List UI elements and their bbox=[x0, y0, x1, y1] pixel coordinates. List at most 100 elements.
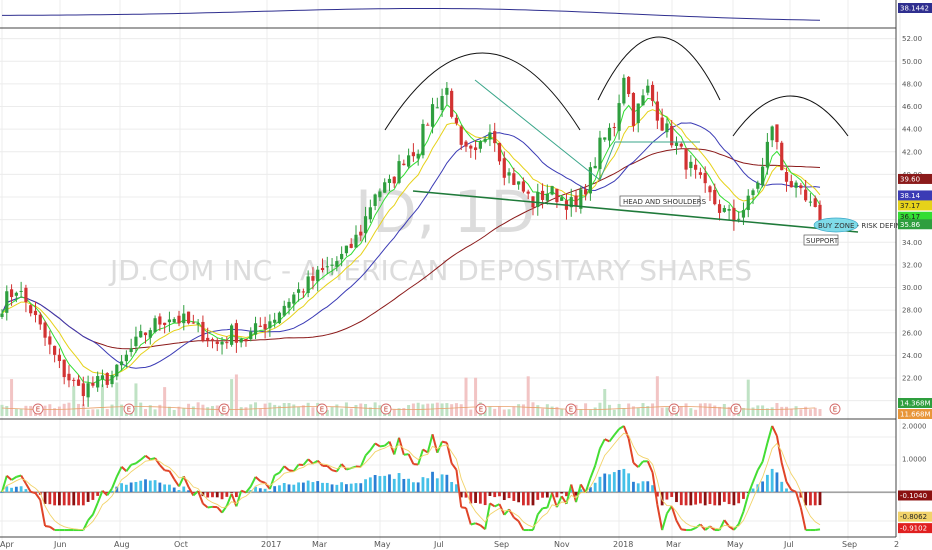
x-tick-label: Oct bbox=[174, 540, 188, 549]
volume-bar bbox=[469, 409, 473, 416]
volume-bar bbox=[392, 409, 396, 416]
candle-body bbox=[76, 379, 81, 386]
top-indicator-tag-bg bbox=[898, 3, 932, 13]
oscillator-tag-1-bg bbox=[898, 490, 932, 501]
volume-bar bbox=[258, 408, 262, 416]
oscillator-histogram-bar bbox=[349, 483, 353, 493]
volume-bar bbox=[354, 404, 358, 416]
volume-bar bbox=[402, 407, 406, 416]
oscillator-histogram-bar bbox=[249, 490, 253, 493]
oscillator-histogram-bar bbox=[402, 478, 406, 493]
volume-bar bbox=[206, 407, 210, 416]
oscillator-histogram-bar bbox=[14, 486, 18, 493]
candle-body bbox=[407, 155, 411, 167]
oscillator-histogram-bar bbox=[636, 483, 640, 493]
oscillator-histogram-bar bbox=[282, 483, 286, 493]
oscillator-line-segment bbox=[570, 484, 578, 503]
volume-bar bbox=[239, 407, 243, 416]
candle-body bbox=[603, 137, 607, 140]
oscillator-line-segment bbox=[230, 493, 238, 507]
volume-bar bbox=[29, 405, 33, 416]
ma-tag-4: 36.17 bbox=[900, 213, 920, 221]
candle-body bbox=[579, 189, 583, 209]
candle-body bbox=[186, 311, 191, 324]
candle-body bbox=[392, 176, 396, 184]
volume-bar bbox=[182, 408, 186, 416]
oscillator-histogram-bar bbox=[675, 492, 678, 503]
volume-bar bbox=[373, 402, 377, 416]
candle-body bbox=[526, 191, 530, 194]
head-arc bbox=[597, 36, 721, 101]
oscillator-histogram-bar bbox=[522, 492, 525, 506]
volume-bar bbox=[163, 387, 167, 416]
candle-body bbox=[387, 178, 392, 183]
oscillator-line-segment bbox=[599, 438, 606, 449]
volume-bar bbox=[799, 409, 803, 416]
volume-bar bbox=[545, 404, 549, 416]
volume-bar bbox=[297, 406, 301, 416]
oscillator-histogram-bar bbox=[550, 492, 554, 493]
oscillator-line-segment bbox=[632, 462, 639, 468]
candle-body bbox=[679, 143, 683, 147]
volume-bar bbox=[804, 406, 808, 416]
volume-bar bbox=[727, 406, 731, 416]
candle-body bbox=[784, 172, 789, 182]
oscillator-histogram-bar bbox=[225, 492, 229, 497]
oscillator-histogram-bar bbox=[498, 492, 501, 497]
volume-bar bbox=[502, 409, 506, 416]
candle-body bbox=[545, 193, 549, 201]
oscillator-histogram-bar bbox=[780, 481, 784, 493]
earnings-marker-label: E bbox=[222, 406, 226, 414]
oscillator-line-segment bbox=[292, 463, 300, 472]
oscillator-line-segment bbox=[622, 425, 630, 440]
candle-body bbox=[569, 197, 573, 208]
candle-body bbox=[670, 126, 674, 146]
volume-bar bbox=[536, 405, 540, 416]
oscillator-histogram-bar bbox=[507, 492, 511, 499]
volume-bar bbox=[210, 406, 214, 416]
candle-body bbox=[717, 204, 722, 213]
volume-bar bbox=[785, 406, 789, 416]
oscillator-line-segment bbox=[799, 507, 807, 531]
volume-bar bbox=[335, 404, 339, 416]
volume-bar bbox=[311, 407, 315, 416]
earnings-marker bbox=[730, 403, 742, 415]
oscillator-line-segment bbox=[101, 490, 108, 497]
candle-body bbox=[14, 292, 18, 296]
candle-body bbox=[330, 264, 334, 266]
oscillator-histogram-bar bbox=[211, 492, 214, 498]
candle-body bbox=[493, 131, 497, 144]
oscillator-histogram-bar bbox=[722, 492, 726, 502]
candle-body bbox=[459, 126, 463, 145]
oscillator-histogram-bar bbox=[316, 481, 320, 493]
oscillator-histogram-bar bbox=[431, 471, 434, 493]
oscillator-histogram-bar bbox=[206, 492, 210, 498]
candle-body bbox=[105, 373, 109, 385]
candle-body bbox=[765, 141, 769, 168]
volume-bar bbox=[359, 403, 363, 416]
x-tick-label: May bbox=[727, 540, 744, 549]
oscillator-histogram-bar bbox=[579, 489, 583, 493]
oscillator-histogram-bar bbox=[58, 492, 61, 506]
volume-bar bbox=[96, 409, 100, 416]
candle-body bbox=[660, 117, 664, 131]
candle-body bbox=[100, 375, 105, 380]
candle-body bbox=[584, 189, 588, 195]
oscillator-histogram-bar bbox=[120, 483, 123, 493]
ma-tag-1: 39.60 bbox=[900, 175, 920, 183]
volume-tag: 14.368M bbox=[900, 400, 931, 408]
earnings-marker-label: E bbox=[479, 406, 483, 414]
volume-bar bbox=[421, 404, 425, 416]
candle-body bbox=[249, 331, 253, 340]
oscillator-histogram-bar bbox=[134, 481, 138, 493]
candle-body bbox=[722, 208, 726, 212]
oscillator-histogram-bar bbox=[799, 492, 803, 498]
oscillator-line-segment bbox=[513, 516, 520, 523]
oscillator-histogram-bar bbox=[340, 482, 344, 493]
oscillator-histogram-bar bbox=[67, 492, 71, 506]
volume-bar bbox=[263, 403, 267, 416]
oscillator-line-segment bbox=[431, 433, 439, 454]
volume-bar bbox=[187, 403, 191, 416]
volume-bar bbox=[493, 408, 497, 416]
oscillator-histogram-bar bbox=[593, 482, 597, 493]
